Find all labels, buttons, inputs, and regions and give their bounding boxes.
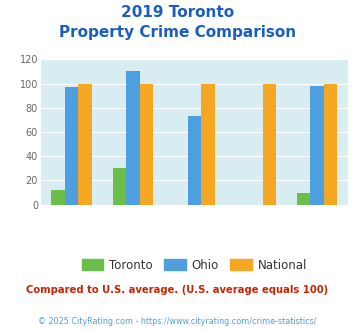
Bar <box>78 83 92 205</box>
Bar <box>126 72 140 205</box>
Text: Compared to U.S. average. (U.S. average equals 100): Compared to U.S. average. (U.S. average … <box>26 285 329 295</box>
Bar <box>51 190 65 205</box>
Bar <box>65 87 78 205</box>
Bar <box>201 83 215 205</box>
Bar <box>263 83 276 205</box>
Bar <box>324 83 338 205</box>
Legend: Toronto, Ohio, National: Toronto, Ohio, National <box>77 254 312 277</box>
Bar <box>113 168 126 205</box>
Text: Property Crime Comparison: Property Crime Comparison <box>59 25 296 40</box>
Text: 2019 Toronto: 2019 Toronto <box>121 5 234 20</box>
Bar <box>140 83 153 205</box>
Bar <box>187 116 201 205</box>
Text: © 2025 CityRating.com - https://www.cityrating.com/crime-statistics/: © 2025 CityRating.com - https://www.city… <box>38 317 317 326</box>
Bar <box>297 192 310 205</box>
Bar <box>310 86 324 205</box>
